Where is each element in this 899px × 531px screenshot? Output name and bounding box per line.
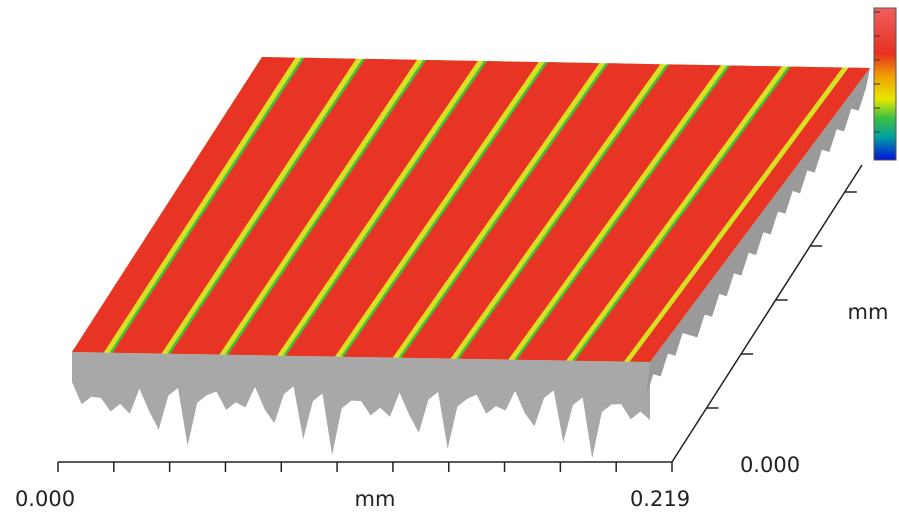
surface-side [646,68,870,397]
y-ticks [706,191,857,409]
y-axis-line [671,164,863,463]
surface-ridge [72,57,296,353]
x-ticks [57,462,673,472]
y-start-label: 0.000 [740,453,800,477]
x-start-label: 0.000 [15,487,75,511]
color-ticks [874,11,880,157]
surface [72,57,870,459]
surface-ridge [574,66,843,362]
surface-ridge [517,65,782,361]
surface-ridge [343,62,600,358]
surface-skirt [72,352,650,459]
x-end-label: 0.219 [630,487,690,511]
surface-ridge [228,59,478,356]
x-unit: mm [355,487,396,511]
surface-ridge [629,67,870,363]
surface-ridge [285,61,539,357]
surface-ridge [459,64,722,360]
color-bar [873,7,897,161]
x-axis: 0.000 mm 0.219 [15,461,690,511]
surface-ridge [401,63,661,359]
surface-ridge [170,58,418,355]
surface-ridge [112,57,357,354]
y-unit: mm [848,300,889,324]
y-axis: 0.000 mm [671,164,889,477]
